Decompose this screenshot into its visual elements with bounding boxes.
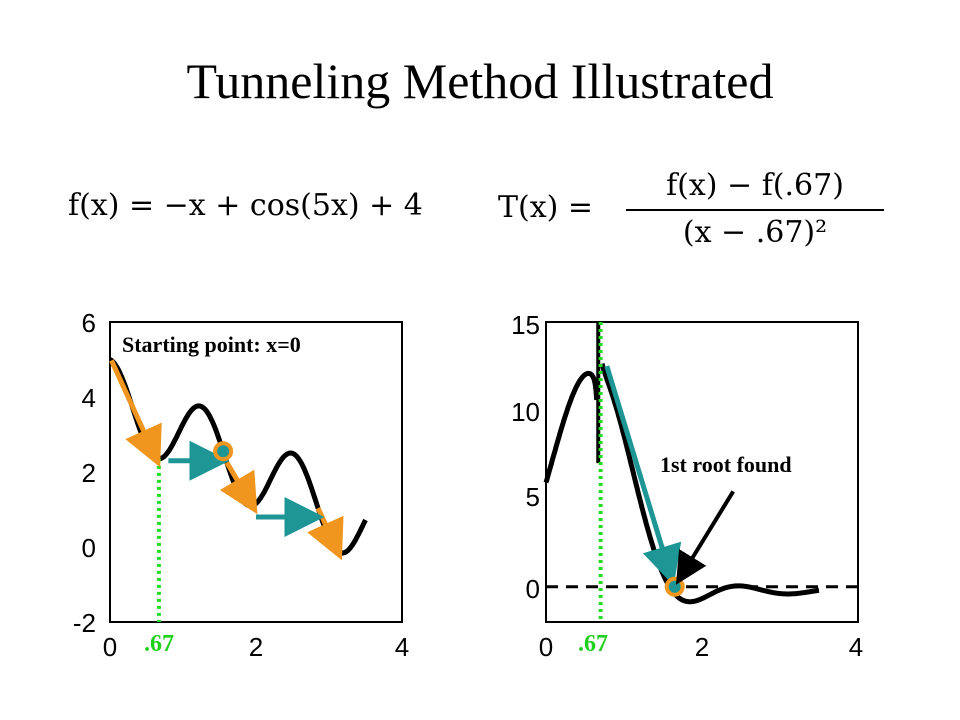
xtick-label: 2	[249, 632, 263, 662]
right-marker-label: .67	[578, 631, 608, 657]
ytick-label: 2	[82, 458, 96, 488]
ytick-label: 6	[82, 308, 96, 338]
root-annotation-arrow	[675, 490, 735, 585]
ytick-label: 5	[526, 482, 540, 512]
ytick-label: 0	[82, 533, 96, 563]
root-point	[664, 576, 685, 597]
left-marker-label: .67	[144, 631, 174, 657]
left-yticks: -2 0 2 4 6	[73, 308, 96, 638]
right-curve-left-branch	[543, 370, 600, 484]
xtick-label: 2	[695, 632, 709, 662]
left-plot: -2 0 2 4 6 0 2 4 Starting point: x=0 .67	[73, 308, 409, 662]
xtick-label: 4	[849, 632, 863, 662]
left-tunnel-point	[213, 441, 234, 462]
right-plot-frame	[545, 321, 859, 623]
formula-t-fraction: f(x) − f(.67) (x − .67)²	[626, 168, 884, 250]
right-yticks: 0 5 10 15	[511, 310, 540, 604]
formula-t-denominator: (x − .67)²	[682, 215, 828, 250]
orange-arrow-1	[109, 359, 162, 468]
fraction-bar	[626, 209, 884, 211]
left-plot-frame	[109, 321, 403, 623]
ytick-label: 4	[82, 383, 96, 413]
root-found-label: 1st root found	[660, 452, 792, 477]
xtick-label: 0	[539, 632, 553, 662]
starting-point-label: Starting point: x=0	[122, 332, 301, 357]
orange-arrow-3	[307, 507, 344, 561]
right-curve-right-branch	[599, 363, 821, 605]
formula-f: f(x) = −x + cos(5x) + 4	[68, 188, 423, 223]
formula-t-numerator: f(x) − f(.67)	[666, 168, 844, 203]
ytick-label: -2	[73, 608, 96, 638]
orange-arrow-2	[219, 461, 258, 515]
ytick-label: 10	[511, 397, 540, 427]
left-curve-layer	[108, 357, 368, 622]
right-curve-layer	[543, 322, 858, 622]
xtick-label: 4	[395, 632, 409, 662]
left-xticks: 0 2 4	[103, 632, 409, 662]
ytick-label: 15	[511, 310, 540, 340]
slide-title: Tunneling Method Illustrated	[186, 53, 774, 109]
teal-arrow-right	[604, 365, 682, 586]
ytick-label: 0	[526, 574, 540, 604]
right-xticks: 0 2 4	[539, 632, 863, 662]
formula-t-lhs: T(x) =	[498, 190, 594, 225]
right-plot: 0 5 10 15 0 2 4 1st root found .67	[511, 310, 863, 662]
xtick-label: 0	[103, 632, 117, 662]
